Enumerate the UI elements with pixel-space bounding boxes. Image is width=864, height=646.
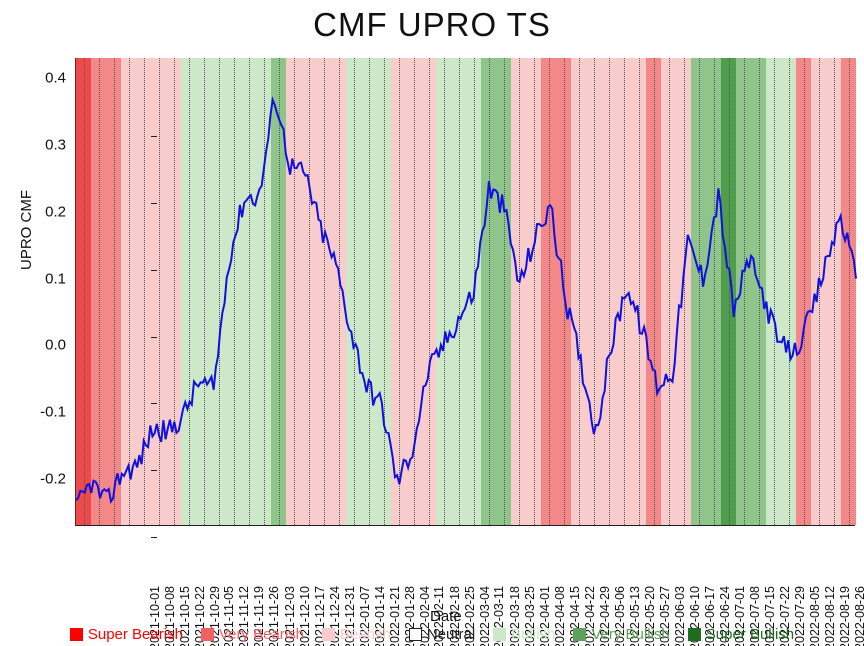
legend-swatch-6 <box>688 628 701 641</box>
legend-swatch-1 <box>201 628 214 641</box>
y-tick-label-0.3: 0.3 <box>45 136 66 153</box>
y-tick-mark--0.2 <box>151 537 157 538</box>
y-tick-label-0: 0.0 <box>45 337 66 354</box>
legend-item-very-bearish[interactable]: Very Bearish <box>201 626 304 643</box>
legend-swatch-3 <box>409 628 422 641</box>
legend-label-0: Super Bearish <box>88 626 183 643</box>
legend-item-bearish[interactable]: Bearish <box>322 626 391 643</box>
legend-swatch-2 <box>322 628 335 641</box>
plot-area: -0.2 -0.1 0.0 0.1 0.2 0.3 0.4 2021-10-01 2021-1… <box>75 58 855 526</box>
x-axis-label: Date <box>430 608 462 625</box>
y-axis-label: UPRO CMF <box>18 190 35 270</box>
legend-label-2: Bearish <box>340 626 391 643</box>
y-tick-label--0.2: -0.2 <box>40 471 66 488</box>
legend-item-super-bearish[interactable]: Super Bearish <box>70 626 183 643</box>
cmf-line-series[interactable] <box>76 58 856 526</box>
y-tick-label-0.4: 0.4 <box>45 70 66 87</box>
legend-label-3: Neutral <box>427 626 475 643</box>
legend-label-6: Super Bullish <box>706 626 794 643</box>
y-tick-label-0.2: 0.2 <box>45 203 66 220</box>
legend-item-neutral[interactable]: Neutral <box>409 626 475 643</box>
legend-item-very-bullish[interactable]: Very Bullish <box>573 626 669 643</box>
legend-item-bullish[interactable]: Bullish <box>493 626 555 643</box>
legend-swatch-4 <box>493 628 506 641</box>
legend-swatch-5 <box>573 628 586 641</box>
chart-root: CMF UPRO TS W3Data.io Chart WebA Data & … <box>0 0 864 646</box>
legend-label-1: Very Bearish <box>219 626 304 643</box>
legend-swatch-0 <box>70 628 83 641</box>
legend-label-4: Bullish <box>511 626 555 643</box>
legend-item-super-bullish[interactable]: Super Bullish <box>688 626 794 643</box>
y-tick-label-0.1: 0.1 <box>45 270 66 287</box>
chart-title: CMF UPRO TS <box>0 6 864 44</box>
legend-label-5: Very Bullish <box>591 626 669 643</box>
sentiment-legend: Super Bearish Very Bearish Bearish Neutral B… <box>0 624 864 644</box>
y-tick-label--0.1: -0.1 <box>40 404 66 421</box>
